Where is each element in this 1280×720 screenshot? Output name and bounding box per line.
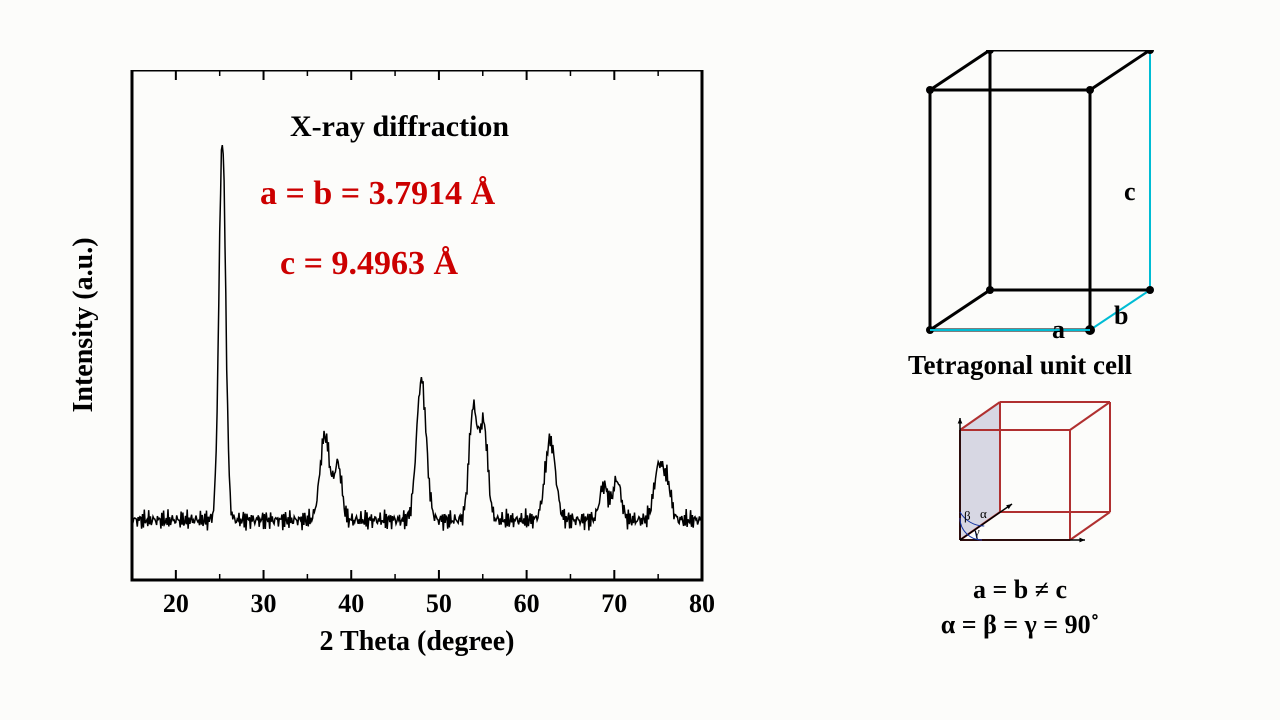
svg-text:a: a <box>1052 315 1065 344</box>
svg-text:20: 20 <box>163 589 189 618</box>
svg-text:40: 40 <box>338 589 364 618</box>
svg-text:β: β <box>964 508 971 523</box>
big-unit-cell-svg: a b c <box>880 50 1180 350</box>
constraints-line1: a = b ≠ c <box>820 575 1220 605</box>
svg-text:γ: γ <box>973 524 980 539</box>
small-unit-cell-svg: αβγ <box>920 390 1140 570</box>
svg-text:b: b <box>1114 301 1128 330</box>
xrd-svg: 20 30 40 50 60 70 80 2 Theta (degree) Intensity … <box>50 70 730 670</box>
tetragonal-title: Tetragonal unit cell <box>820 350 1220 381</box>
unit-cell-panel: a b c Tetragonal unit cell αβγ a = b ≠ c α… <box>820 50 1220 670</box>
svg-text:50: 50 <box>426 589 452 618</box>
lattice-a-text: a = b = 3.7914 Å <box>260 175 495 213</box>
svg-text:2 Theta (degree): 2 Theta (degree) <box>320 626 515 657</box>
svg-text:Intensity (a.u.): Intensity (a.u.) <box>68 237 99 412</box>
svg-text:30: 30 <box>251 589 277 618</box>
svg-text:c: c <box>1124 177 1136 206</box>
svg-text:60: 60 <box>514 589 540 618</box>
svg-text:70: 70 <box>601 589 627 618</box>
xrd-title: X-ray diffraction <box>290 110 509 144</box>
xrd-chart-panel: 20 30 40 50 60 70 80 2 Theta (degree) Intensity … <box>50 70 730 670</box>
svg-text:80: 80 <box>689 589 715 618</box>
lattice-c-text: c = 9.4963 Å <box>280 245 458 283</box>
constraints-line2: α = β = γ = 90˚ <box>820 610 1220 640</box>
svg-text:α: α <box>980 506 987 521</box>
